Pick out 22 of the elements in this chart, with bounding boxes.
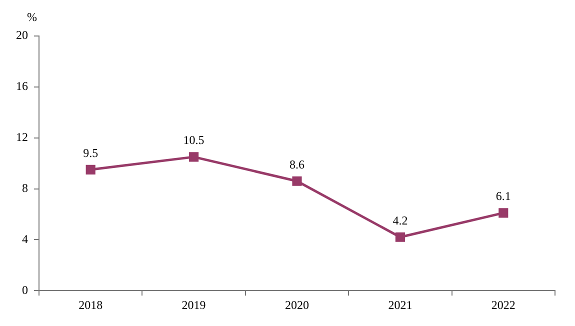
point <box>86 164 96 174</box>
y-tick-label: 12 <box>16 130 28 144</box>
x-tick-label: 2020 <box>285 298 309 312</box>
x-tick-label: 2019 <box>182 298 206 312</box>
y-tick-label: 8 <box>22 180 28 195</box>
data-label: 6.1 <box>496 189 511 204</box>
y-tick-label: 16 <box>16 79 28 94</box>
data-label: 9.5 <box>83 146 98 160</box>
point <box>395 232 405 242</box>
y-tick-label: 4 <box>22 232 28 246</box>
y-axis-title: % <box>27 10 37 24</box>
x-tick-label: 2018 <box>78 298 103 312</box>
x-tick-label: 2022 <box>491 298 516 312</box>
data-label: 8.6 <box>290 157 304 172</box>
x-tick-label: 2021 <box>388 298 412 312</box>
data-label: 10.5 <box>183 133 204 148</box>
point <box>292 176 302 186</box>
y-tick-label: 20 <box>16 28 28 42</box>
point <box>189 152 199 162</box>
point <box>498 208 508 218</box>
y-tick-label: 0 <box>22 282 28 297</box>
data-label: 4.2 <box>392 213 408 228</box>
